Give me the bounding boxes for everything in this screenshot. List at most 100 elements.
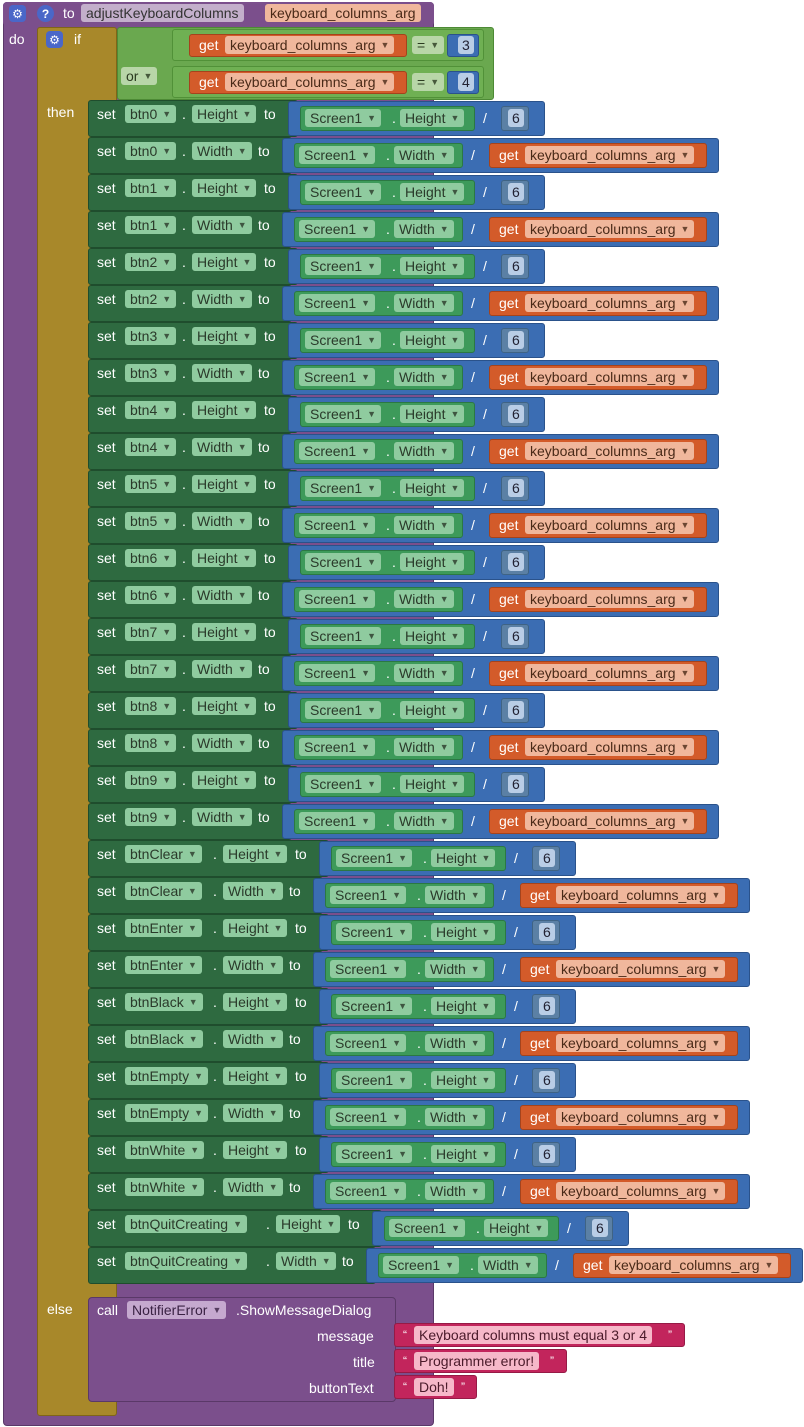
component-dropdown[interactable]: btn5 ▼	[125, 475, 177, 493]
get-var-dropdown[interactable]: keyboard_columns_arg ▼	[525, 146, 695, 164]
component-dropdown[interactable]: btnClear ▼	[125, 882, 202, 900]
divisor-number[interactable]: 6	[508, 257, 524, 275]
screen-dropdown[interactable]: Screen1 ▼	[336, 849, 413, 867]
screen-property-dropdown[interactable]: Width ▼	[394, 368, 454, 386]
screen-dropdown[interactable]: Screen1 ▼	[305, 701, 382, 719]
screen-property-dropdown[interactable]: Width ▼	[394, 516, 454, 534]
screen-property-dropdown[interactable]: Height ▼	[431, 1145, 496, 1163]
screen-property-dropdown[interactable]: Width ▼	[394, 738, 454, 756]
number-4[interactable]: 4	[458, 73, 474, 91]
screen-property-dropdown[interactable]: Width ▼	[478, 1256, 538, 1274]
procedure-param-field[interactable]: keyboard_columns_arg	[265, 4, 421, 22]
screen-dropdown[interactable]: Screen1 ▼	[299, 516, 376, 534]
screen-property-dropdown[interactable]: Width ▼	[425, 886, 485, 904]
screen-dropdown[interactable]: Screen1 ▼	[330, 1034, 407, 1052]
property-dropdown[interactable]: Height ▼	[276, 1215, 341, 1233]
set-btn6-width-block[interactable]	[88, 581, 292, 618]
property-dropdown[interactable]: Height ▼	[223, 1067, 288, 1085]
divisor-number[interactable]: 6	[508, 331, 524, 349]
screen-dropdown[interactable]: Screen1 ▼	[336, 923, 413, 941]
set-btn8-width-block[interactable]	[88, 729, 292, 766]
component-dropdown[interactable]: btnEnter ▼	[125, 919, 202, 937]
get-var-dropdown[interactable]: keyboard_columns_arg ▼	[556, 1182, 726, 1200]
property-dropdown[interactable]: Height ▼	[192, 327, 257, 345]
component-dropdown[interactable]: btn7 ▼	[125, 623, 177, 641]
screen-property-dropdown[interactable]: Height ▼	[400, 553, 465, 571]
property-dropdown[interactable]: Width ▼	[192, 216, 252, 234]
component-dropdown[interactable]: btnBlack ▼	[125, 993, 203, 1011]
get-var-dropdown[interactable]: keyboard_columns_arg ▼	[525, 738, 695, 756]
property-dropdown[interactable]: Width ▼	[192, 438, 252, 456]
procedure-help-icon[interactable]: ?	[37, 5, 54, 22]
screen-property-dropdown[interactable]: Width ▼	[394, 590, 454, 608]
property-dropdown[interactable]: Width ▼	[192, 290, 252, 308]
or-dropdown[interactable]: or ▼	[121, 67, 158, 85]
screen-property-dropdown[interactable]: Height ▼	[400, 701, 465, 719]
property-dropdown[interactable]: Height ▼	[223, 1141, 288, 1159]
component-dropdown[interactable]: btn7 ▼	[125, 660, 177, 678]
get-var-dropdown[interactable]: keyboard_columns_arg ▼	[609, 1256, 779, 1274]
screen-dropdown[interactable]: Screen1 ▼	[299, 220, 376, 238]
screen-dropdown[interactable]: Screen1 ▼	[299, 146, 376, 164]
property-dropdown[interactable]: Width ▼	[223, 956, 283, 974]
component-dropdown[interactable]: btnEmpty ▼	[125, 1104, 209, 1122]
screen-property-dropdown[interactable]: Height ▼	[431, 923, 496, 941]
component-dropdown[interactable]: btn2 ▼	[125, 253, 177, 271]
button-text[interactable]: Doh!	[414, 1378, 454, 1396]
screen-property-dropdown[interactable]: Width ▼	[394, 664, 454, 682]
set-btnWhite-width-block[interactable]	[88, 1173, 323, 1210]
set-btn7-width-block[interactable]	[88, 655, 292, 692]
component-dropdown[interactable]: btnEnter ▼	[125, 956, 202, 974]
divisor-number[interactable]: 6	[539, 1145, 555, 1163]
divisor-number[interactable]: 6	[508, 183, 524, 201]
screen-property-dropdown[interactable]: Width ▼	[394, 294, 454, 312]
property-dropdown[interactable]: Width ▼	[223, 1178, 283, 1196]
screen-property-dropdown[interactable]: Height ▼	[431, 1071, 496, 1089]
set-btn5-width-block[interactable]	[88, 507, 292, 544]
component-dropdown[interactable]: btn1 ▼	[125, 179, 177, 197]
procedure-name-field[interactable]: adjustKeyboardColumns	[81, 4, 244, 22]
get-var-dropdown[interactable]: keyboard_columns_arg ▼	[525, 516, 695, 534]
screen-dropdown[interactable]: Screen1 ▼	[305, 183, 382, 201]
screen-dropdown[interactable]: Screen1 ▼	[299, 294, 376, 312]
component-dropdown[interactable]: btnBlack ▼	[125, 1030, 203, 1048]
component-dropdown[interactable]: btn0 ▼	[125, 105, 177, 123]
component-dropdown[interactable]: btnEmpty ▼	[125, 1067, 209, 1085]
screen-property-dropdown[interactable]: Height ▼	[400, 775, 465, 793]
screen-dropdown[interactable]: Screen1 ▼	[305, 257, 382, 275]
divisor-number[interactable]: 6	[539, 923, 555, 941]
property-dropdown[interactable]: Height ▼	[192, 105, 257, 123]
screen-dropdown[interactable]: Screen1 ▼	[299, 812, 376, 830]
get-var-dropdown[interactable]: keyboard_columns_arg ▼	[525, 442, 695, 460]
screen-dropdown[interactable]: Screen1 ▼	[299, 738, 376, 756]
component-dropdown[interactable]: btn4 ▼	[125, 438, 177, 456]
property-dropdown[interactable]: Width ▼	[223, 1104, 283, 1122]
component-dropdown[interactable]: btn8 ▼	[125, 697, 177, 715]
component-dropdown[interactable]: btnWhite ▼	[125, 1178, 205, 1196]
screen-property-dropdown[interactable]: Height ▼	[400, 109, 465, 127]
divisor-number[interactable]: 6	[592, 1219, 608, 1237]
screen-dropdown[interactable]: Screen1 ▼	[383, 1256, 460, 1274]
screen-property-dropdown[interactable]: Height ▼	[400, 257, 465, 275]
divisor-number[interactable]: 6	[508, 775, 524, 793]
screen-property-dropdown[interactable]: Width ▼	[425, 1034, 485, 1052]
divisor-number[interactable]: 6	[508, 479, 524, 497]
screen-dropdown[interactable]: Screen1 ▼	[305, 405, 382, 423]
component-dropdown[interactable]: btn9 ▼	[125, 771, 177, 789]
screen-dropdown[interactable]: Screen1 ▼	[305, 775, 382, 793]
screen-property-dropdown[interactable]: Width ▼	[394, 442, 454, 460]
screen-dropdown[interactable]: Screen1 ▼	[305, 479, 382, 497]
screen-dropdown[interactable]: Screen1 ▼	[330, 886, 407, 904]
screen-dropdown[interactable]: Screen1 ▼	[299, 590, 376, 608]
property-dropdown[interactable]: Width ▼	[192, 364, 252, 382]
screen-property-dropdown[interactable]: Width ▼	[425, 1108, 485, 1126]
get-var-dropdown[interactable]: keyboard_columns_arg ▼	[556, 960, 726, 978]
screen-property-dropdown[interactable]: Height ▼	[431, 849, 496, 867]
property-dropdown[interactable]: Width ▼	[223, 882, 283, 900]
screen-dropdown[interactable]: Screen1 ▼	[305, 627, 382, 645]
screen-dropdown[interactable]: Screen1 ▼	[299, 442, 376, 460]
set-btn4-width-block[interactable]	[88, 433, 292, 470]
divisor-number[interactable]: 6	[508, 701, 524, 719]
screen-property-dropdown[interactable]: Height ▼	[400, 479, 465, 497]
component-dropdown[interactable]: btn2 ▼	[125, 290, 177, 308]
